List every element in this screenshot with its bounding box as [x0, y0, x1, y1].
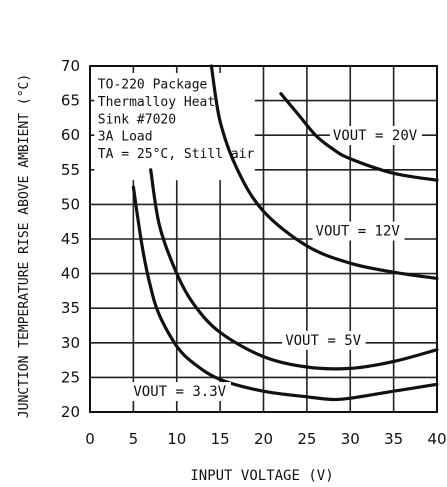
series-line [209, 64, 439, 280]
curve-label-background [130, 382, 231, 402]
plot-frame [89, 65, 438, 413]
y-tick-label: 30 [61, 334, 80, 352]
plot-border [89, 65, 438, 413]
curve-label: VOUT = 5V [285, 333, 361, 349]
x-tick-labels: 0 5 10 15 20 25 30 35 40 [85, 430, 446, 448]
annotation-line: Sink #7020 [98, 112, 176, 127]
annotation-line: Thermalloy Heat [98, 95, 215, 110]
annotation-box: TO-220 Package Thermalloy Heat Sink #7020 3… [94, 72, 255, 181]
curves [131, 64, 439, 402]
curve-label-background [312, 221, 405, 241]
x-tick-label: 0 [85, 430, 95, 448]
y-tick-label: 40 [61, 265, 80, 283]
x-tick-label: 15 [211, 430, 230, 448]
x-tick-label: 10 [167, 430, 186, 448]
x-tick-label: 5 [129, 430, 139, 448]
x-tick-label: 20 [254, 430, 273, 448]
curve-label: VOUT = 3.3V [133, 384, 226, 400]
y-tick-labels: 20 25 30 35 40 45 50 55 60 65 70 [61, 57, 80, 421]
series-line [279, 92, 439, 182]
x-tick-label: 40 [427, 430, 446, 448]
annotation-line: 3A Load [98, 130, 153, 145]
y-tick-label: 50 [61, 195, 80, 213]
series-line [131, 185, 439, 402]
x-tick-label: 30 [341, 430, 360, 448]
y-tick-label: 45 [61, 230, 80, 248]
x-tick-label: 25 [297, 430, 316, 448]
y-tick-label: 55 [61, 161, 80, 179]
y-tick-label: 20 [61, 403, 80, 421]
y-tick-label: 65 [61, 92, 80, 110]
x-tick-label: 35 [384, 430, 403, 448]
annotation-background [94, 72, 255, 181]
curve-label-background [282, 330, 366, 350]
y-tick-label: 60 [61, 126, 80, 144]
y-tick-label: 70 [61, 57, 80, 75]
y-tick-label: 25 [61, 368, 80, 386]
curve-label: VOUT = 20V [333, 128, 418, 144]
curve-label-background [329, 126, 422, 146]
x-axis-label: INPUT VOLTAGE (V) [190, 468, 333, 484]
y-axis-label: JUNCTION TEMPERATURE RISE ABOVE AMBIENT … [17, 74, 32, 418]
annotation-line: TO-220 Package [98, 78, 208, 93]
annotation-line: TA = 25°C, Still air [98, 147, 255, 162]
curve-labels: VOUT = 3.3V VOUT = 5V VOUT = 12V VOUT = 20V [130, 126, 422, 402]
series-line [149, 168, 439, 371]
y-tick-label: 35 [61, 299, 80, 317]
curve-label: VOUT = 12V [316, 224, 401, 240]
